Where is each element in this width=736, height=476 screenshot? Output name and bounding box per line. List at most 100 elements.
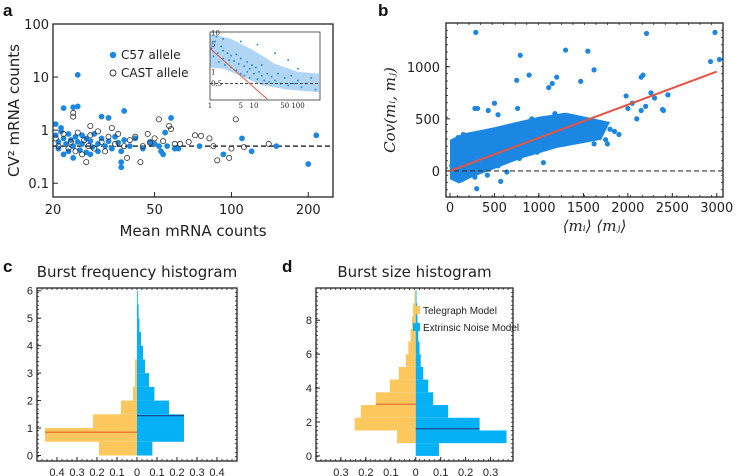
data-point (585, 48, 591, 54)
inset-data-point (222, 49, 225, 52)
data-point-c57 (121, 137, 128, 143)
x-tick-label: 0.3 (189, 467, 204, 476)
data-point (488, 162, 494, 168)
histogram-bar (137, 304, 139, 319)
x-tick-label: 1000 (522, 201, 555, 216)
data-point-cast (115, 130, 122, 137)
x-tick-label: 1500 (567, 201, 600, 216)
histogram-bar (354, 417, 416, 431)
data-point-cast (83, 159, 90, 166)
data-point (643, 30, 650, 37)
data-point-c57 (132, 135, 139, 142)
y-tick-label: 1 (27, 423, 33, 435)
inset-data-point (256, 43, 259, 46)
data-point (566, 139, 572, 145)
histogram-bar (397, 430, 416, 444)
x-tick-label: 0.2 (458, 467, 473, 476)
data-point (603, 137, 609, 143)
histogram-bar (410, 328, 416, 342)
data-point (460, 131, 466, 138)
data-point-cast (132, 133, 139, 140)
data-point-cast (144, 130, 151, 137)
inset-data-point (220, 45, 223, 48)
data-point (712, 29, 718, 35)
data-point-c57 (196, 143, 203, 150)
inset-data-point (246, 61, 248, 63)
data-point-c57 (305, 161, 312, 167)
inset-x-tick-label: 5 (239, 102, 243, 110)
histogram-bar (408, 341, 416, 355)
data-point (452, 157, 458, 164)
inset-data-point (253, 72, 255, 75)
panel-c-histogram: 0.4 0.3 0.2 0.1 0 0.1 0.2 0.3 0.4 0 1 2 3 4 5 6 Burst fr… (27, 263, 238, 476)
y-tick-label: 3 (27, 368, 33, 380)
data-point (509, 151, 515, 157)
data-point-cast (70, 113, 77, 120)
data-point-cast (137, 159, 144, 166)
inset-data-point (290, 74, 292, 77)
inset-data-point (248, 77, 251, 79)
data-point (591, 67, 597, 73)
histogram-bar (375, 392, 416, 406)
inset-data-point (218, 61, 220, 63)
inset-data-point (263, 79, 265, 82)
data-point (584, 137, 590, 143)
data-point (640, 72, 646, 78)
data-point (546, 84, 552, 91)
data-point-c57 (171, 145, 178, 152)
data-point (474, 154, 480, 161)
data-point (491, 100, 498, 106)
y-tick-label: 0 (306, 451, 312, 463)
data-point (524, 131, 530, 138)
inset-data-point (239, 57, 242, 60)
y-tick-label: 500 (415, 113, 440, 128)
inset-data-point (270, 75, 273, 78)
data-point-cast (91, 145, 98, 152)
y-tick-label: 1000 (407, 61, 440, 76)
data-point (451, 170, 458, 176)
data-point-cast (139, 143, 146, 150)
inset-point-density (210, 33, 320, 93)
histogram-bar (405, 354, 416, 367)
legend-swatch-extrinsic (413, 323, 420, 331)
histogram-bar (137, 414, 184, 429)
data-point-c57 (70, 104, 77, 111)
histogram-bar (360, 405, 416, 418)
data-point (498, 130, 505, 137)
x-tick-label: 0.2 (358, 467, 373, 476)
x-tick-label: 2000 (611, 201, 644, 216)
data-point-cast (147, 139, 154, 146)
panel-letter-d: d (282, 257, 292, 276)
x-tick-label: 0.1 (433, 467, 448, 476)
inset-data-point (248, 67, 251, 70)
inset-frame (209, 31, 321, 101)
histogram-bar (415, 379, 429, 393)
data-point-c57 (74, 139, 81, 145)
data-point-c57 (65, 130, 72, 137)
y-tick-label: 0.1 (28, 177, 49, 192)
histogram-bar (137, 331, 141, 346)
data-point-cast (67, 138, 74, 145)
legend-marker-cast (109, 69, 117, 77)
data-point (552, 111, 558, 117)
inset-data-point (235, 53, 238, 56)
x-tick-label: 500 (482, 201, 507, 216)
x-tick-label: 200 (296, 203, 321, 218)
data-point (651, 95, 658, 101)
y-tick-label: 8 (306, 315, 312, 327)
y-tick-label: 6 (306, 349, 312, 361)
inset-data-point (214, 40, 216, 43)
data-point (587, 121, 594, 127)
data-point-cast (166, 122, 173, 129)
inset-x-tick-label: 50 (280, 102, 289, 110)
data-point (473, 29, 479, 35)
histogram-bar (135, 373, 137, 387)
histogram-bar (415, 315, 418, 329)
data-point (490, 145, 496, 151)
data-point (520, 121, 526, 127)
data-point (707, 58, 714, 65)
y-tick-label: 4 (27, 341, 33, 353)
legend: Telegraph Model Extrinsic Noise Model (413, 306, 519, 334)
data-point (455, 135, 461, 141)
data-point (616, 131, 622, 138)
